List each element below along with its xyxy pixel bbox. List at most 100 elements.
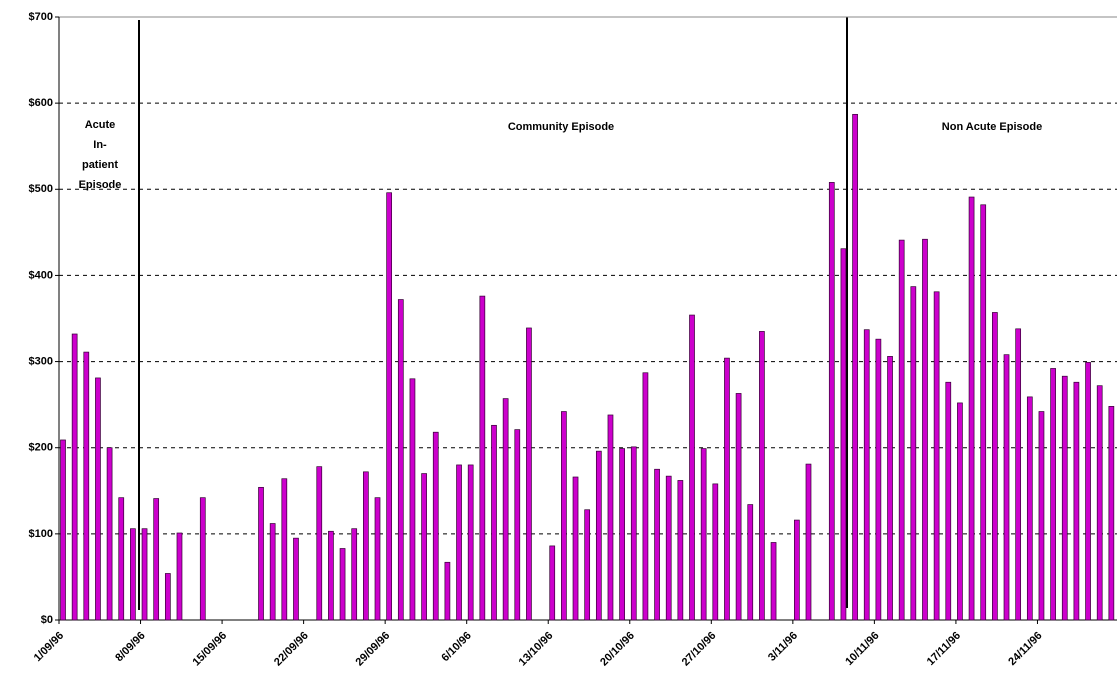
- x-tick-label: 17/11/96: [925, 630, 963, 668]
- annotation: In-: [93, 139, 107, 151]
- bar: [421, 473, 427, 621]
- bar: [735, 393, 742, 621]
- x-tick-label: 27/10/96: [680, 630, 719, 669]
- x-tick-label: 3/11/96: [766, 630, 800, 664]
- bar: [759, 331, 765, 621]
- bar: [1026, 396, 1033, 621]
- bar: [130, 528, 136, 621]
- bar: [479, 295, 486, 621]
- bar: [467, 464, 474, 621]
- bar: [607, 414, 614, 621]
- bar: [887, 356, 893, 621]
- bar: [945, 381, 952, 621]
- annotation: Non Acute Episode: [942, 121, 1042, 133]
- bar: [770, 542, 777, 621]
- bar: [595, 450, 602, 621]
- bar: [910, 286, 917, 621]
- bar: [863, 329, 870, 621]
- bar: [164, 573, 171, 621]
- bar: [1085, 362, 1091, 621]
- bar: [456, 464, 462, 621]
- x-tick-label: 1/09/96: [32, 630, 66, 664]
- bar: [933, 291, 940, 621]
- bar: [106, 447, 113, 621]
- bar: [258, 486, 264, 621]
- bar: [584, 509, 591, 621]
- y-tick-label: $400: [29, 269, 53, 281]
- bar: [374, 497, 381, 621]
- x-tick-label: 13/10/96: [517, 630, 556, 669]
- bar: [1073, 381, 1080, 621]
- bar: [199, 497, 206, 621]
- bar: [677, 480, 684, 621]
- bar: [992, 312, 998, 621]
- bar: [1050, 368, 1056, 621]
- bar: [654, 468, 660, 621]
- annotation: Acute: [85, 119, 116, 131]
- bar: [293, 537, 299, 621]
- bar: [852, 113, 858, 621]
- bar: [665, 475, 672, 621]
- bar: [514, 429, 521, 621]
- bar: [642, 372, 649, 621]
- x-tick-label: 22/09/96: [272, 630, 311, 669]
- bar: [1061, 375, 1068, 621]
- bar: [1015, 328, 1022, 621]
- bar: [572, 476, 579, 621]
- bar: [875, 338, 882, 621]
- x-tick-label: 10/11/96: [843, 630, 881, 668]
- bar: [491, 424, 497, 621]
- y-tick-label: $500: [29, 183, 53, 195]
- bar: [712, 483, 719, 621]
- bar: [281, 478, 288, 621]
- bar: [980, 204, 987, 621]
- y-tick-label: $200: [29, 442, 53, 454]
- bar: [397, 299, 404, 621]
- bar: [1096, 385, 1103, 621]
- bar: [153, 498, 160, 621]
- y-tick-label: $300: [29, 355, 53, 367]
- x-tick-label: 20/10/96: [598, 630, 637, 669]
- bar: [922, 238, 928, 621]
- bar: [432, 431, 439, 621]
- bar: [118, 497, 125, 621]
- bar: [805, 463, 812, 621]
- x-tick-label: 8/09/96: [113, 630, 147, 664]
- bar: [747, 504, 754, 621]
- bar: [724, 357, 730, 621]
- bar: [630, 446, 637, 621]
- bar: [1003, 354, 1010, 621]
- bar: [95, 377, 101, 621]
- x-tick-label: 15/09/96: [190, 630, 229, 669]
- bar: [898, 239, 905, 621]
- bar: [793, 519, 800, 621]
- y-tick-label: $700: [29, 11, 53, 23]
- bar: [444, 561, 451, 621]
- bar: [1038, 411, 1045, 621]
- bar: [351, 528, 358, 621]
- bar: [141, 528, 148, 621]
- bar: [60, 439, 66, 621]
- bar: [363, 471, 369, 621]
- y-tick-label: $100: [29, 528, 53, 540]
- bar: [526, 327, 532, 621]
- bar: [386, 192, 393, 621]
- bar: [1108, 406, 1115, 621]
- y-tick-label: $600: [29, 97, 53, 109]
- bar: [269, 523, 276, 621]
- annotation: patient: [82, 159, 118, 171]
- bar: [316, 466, 323, 621]
- bar: [700, 448, 707, 621]
- bar: [502, 398, 509, 621]
- x-tick-label: 24/11/96: [1006, 630, 1044, 668]
- bar: [840, 248, 847, 621]
- x-tick-label: 29/09/96: [354, 630, 393, 669]
- bar: [83, 351, 90, 621]
- x-tick-label: 6/10/96: [439, 630, 473, 664]
- bar: [176, 532, 183, 621]
- bar: [619, 448, 625, 621]
- bar: [957, 402, 963, 621]
- annotation: Episode: [79, 179, 122, 191]
- bar: [71, 333, 78, 621]
